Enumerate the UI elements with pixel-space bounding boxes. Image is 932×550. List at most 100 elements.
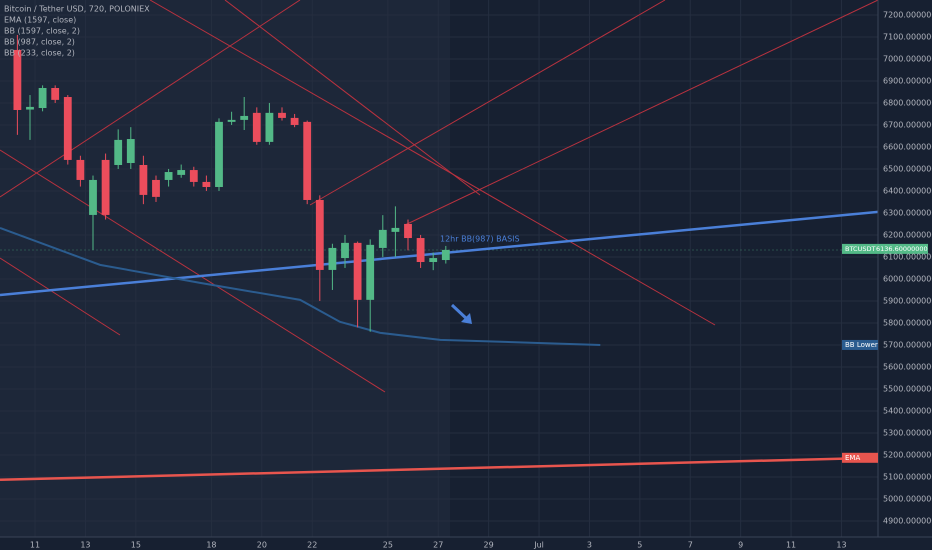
y-tick-label: 7100.00000000 <box>883 32 932 41</box>
y-tick-label: 5000.00000000 <box>883 494 932 503</box>
legend-indicator: BB (987, close, 2) <box>4 38 75 47</box>
overlay-line <box>0 226 601 346</box>
x-tick-label: 15 <box>131 541 141 550</box>
y-tick-label: 6100.00000000 <box>883 252 932 261</box>
arrow <box>450 303 472 324</box>
tags: BB Lower EMA BTCUSDT 6136.60000000 <box>842 243 928 463</box>
trendline <box>0 149 386 393</box>
candle-body <box>126 139 135 164</box>
candle-body <box>26 106 34 110</box>
trendline <box>309 0 666 206</box>
trendline <box>0 0 301 198</box>
arrow-shaft <box>450 303 470 322</box>
candle-body <box>189 170 198 182</box>
y-tick-label: 5800.00000000 <box>883 318 932 327</box>
legend-title: Bitcoin / Tether USD, 720, POLONIEX <box>4 5 150 14</box>
candle-body <box>328 247 337 270</box>
x-tick-label: Jul <box>533 541 544 550</box>
plot: 12hr BB(987) BASIS <box>0 34 879 482</box>
trendline <box>404 0 879 226</box>
candle-body <box>51 87 60 100</box>
candle-body <box>265 112 274 142</box>
y-tick-label: 6300.00000000 <box>883 208 932 217</box>
candle-body <box>76 159 85 180</box>
candle-body <box>152 179 160 197</box>
y-tick-label: 5100.00000000 <box>883 472 932 481</box>
x-tick-label: 5 <box>637 541 642 550</box>
price-tag-name: BTCUSDT <box>845 245 875 253</box>
overlay-tag-label: EMA <box>845 454 860 462</box>
candle-body <box>13 49 22 110</box>
overlay-tag <box>842 339 878 350</box>
legend-indicator: BB (233, close, 2) <box>4 49 75 58</box>
y-tick-label: 6400.00000000 <box>883 186 932 195</box>
candle-body <box>89 179 97 215</box>
candle-body <box>227 119 236 122</box>
price-axis <box>878 0 932 550</box>
y-tick-label: 6200.00000000 <box>883 230 932 239</box>
history-region <box>0 0 450 537</box>
x-tick-label: 7 <box>688 541 693 550</box>
trendline <box>149 0 716 326</box>
y-tick-label: 6900.00000000 <box>883 76 932 85</box>
x-tick-label: 27 <box>433 541 443 550</box>
x-tick-label: 18 <box>206 541 216 550</box>
candle-body <box>240 115 249 120</box>
y-tick-label: 6500.00000000 <box>883 164 932 173</box>
y-tick-label: 5600.00000000 <box>883 362 932 371</box>
candle-body <box>391 227 400 232</box>
overlay-tag <box>842 452 878 463</box>
candle-body <box>164 172 173 180</box>
y-tick-label: 7000.00000000 <box>883 54 932 63</box>
arrow-head <box>461 313 472 324</box>
price-tag <box>842 243 928 254</box>
x-tick-label: 13 <box>836 541 846 550</box>
y-tick-label: 5200.00000000 <box>883 450 932 459</box>
y-tick-label: 4900.00000000 <box>883 516 932 525</box>
y-tick-label: 7200.00000000 <box>883 10 932 19</box>
trendline <box>0 257 121 336</box>
x-tick-label: 11 <box>786 541 796 550</box>
candle-body <box>38 87 47 109</box>
candle-body <box>315 199 324 270</box>
y-tick-label: 6800.00000000 <box>883 98 932 107</box>
overlay-line <box>0 456 879 482</box>
candle-body <box>429 258 438 263</box>
candle-body <box>101 159 110 215</box>
y-tick-label: 5900.00000000 <box>883 296 932 305</box>
candle-body <box>290 117 299 125</box>
x-tick-label: 11 <box>30 541 40 550</box>
x-tick-label: 25 <box>383 541 393 550</box>
x-tick-label: 3 <box>587 541 592 550</box>
candle-body <box>215 121 223 187</box>
trendline <box>224 0 481 196</box>
price-tag-label: 6136.60000000 <box>876 245 928 253</box>
legend-indicator: EMA (1597, close) <box>4 16 76 25</box>
x-tick-label: 29 <box>484 541 494 550</box>
y-tick-label: 5300.00000000 <box>883 428 932 437</box>
x-tick-label: 13 <box>80 541 90 550</box>
candle-body <box>416 238 425 263</box>
y-tick-label: 6600.00000000 <box>883 142 932 151</box>
candle-body <box>353 242 362 300</box>
legend-indicator: BB (1597, close, 2) <box>4 27 80 36</box>
candle-body <box>366 244 375 300</box>
x-tick-label: 22 <box>307 541 317 550</box>
candle-body <box>441 249 450 261</box>
legend: Bitcoin / Tether USD, 720, POLONIEX EMA … <box>4 5 150 58</box>
candle-body <box>139 164 148 195</box>
candle-body <box>177 170 186 175</box>
candle-body <box>278 112 286 118</box>
y-tick-label: 5400.00000000 <box>883 406 932 415</box>
candle-body <box>114 139 123 165</box>
y-tick-label: 6700.00000000 <box>883 120 932 129</box>
overlay-tag-label: BB Lower <box>845 341 878 349</box>
y-tick-label: 5700.00000000 <box>883 340 932 349</box>
x-tick-label: 20 <box>257 541 267 550</box>
candle-body <box>252 112 261 142</box>
trendlines <box>0 0 879 393</box>
candle-body <box>404 223 412 239</box>
candle-body <box>303 121 312 200</box>
x-tick-label: 9 <box>738 541 743 550</box>
